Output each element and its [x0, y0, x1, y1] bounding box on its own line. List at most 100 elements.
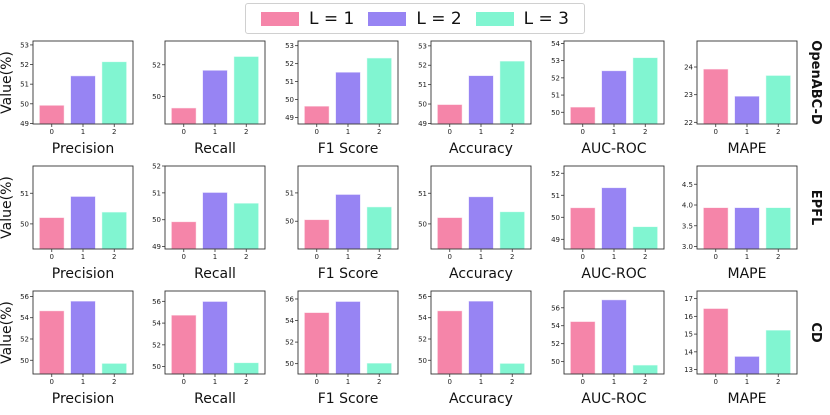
legend-item-l1: L = 1 [260, 9, 354, 29]
legend-item-l2: L = 2 [368, 9, 462, 29]
legend-item-l3: L = 3 [475, 9, 569, 29]
y-tick-label: 4.5 [682, 181, 693, 189]
y-tick-label: 50 [551, 358, 560, 366]
subplot-title: Precision [52, 391, 114, 407]
y-tick-label: 23 [684, 91, 693, 99]
legend: L = 1 L = 2 L = 3 [245, 3, 585, 34]
y-tick-label: 52 [551, 170, 560, 178]
x-tick-label: 1 [745, 378, 749, 386]
bar [468, 75, 494, 125]
y-tick-label: 54 [285, 317, 294, 325]
y-tick-label: 50 [551, 109, 560, 117]
x-tick-label: 2 [112, 253, 116, 261]
bar [101, 362, 128, 375]
subplot-openabc-d-recall: 50 52 0 1 2 Recall [152, 40, 266, 157]
x-tick-label: 2 [510, 378, 514, 386]
subplot-openabc-d-mape: 22 23 24 0 1 2 MAPE [684, 40, 798, 157]
x-tick-label: 2 [643, 128, 647, 136]
bar [601, 70, 627, 125]
bar [569, 106, 596, 125]
y-tick-label: 52 [152, 163, 161, 171]
y-tick-label: 50 [418, 101, 427, 109]
y-tick-label: 52 [20, 61, 29, 69]
x-tick-label: 2 [112, 128, 116, 136]
x-tick-label: 1 [612, 378, 616, 386]
subplot-title: F1 Score [318, 266, 379, 282]
subplot-cd-f1-score: 50 52 54 56 0 1 2 F1 Score [285, 290, 399, 407]
bar [436, 216, 463, 250]
legend-swatch [475, 11, 514, 26]
y-tick-label: 22 [684, 119, 693, 127]
subplot-title: Precision [52, 141, 114, 157]
bar [38, 104, 65, 125]
y-tick-label: 15 [684, 331, 693, 339]
y-tick-label: 54 [20, 314, 29, 322]
y-tick-label: 56 [418, 293, 427, 301]
bar [499, 60, 526, 125]
y-tick-label: 50 [418, 357, 427, 365]
x-tick-label: 1 [612, 253, 616, 261]
y-tick-label: 54 [418, 314, 427, 322]
subplot-openabc-d-auc-roc: 50 51 52 53 54 0 1 2 AUC-ROC [551, 40, 665, 157]
y-tick-label: 53 [20, 41, 29, 49]
x-tick-label: 0 [182, 128, 186, 136]
legend-swatch [368, 11, 407, 26]
bar [702, 207, 729, 250]
bar [601, 299, 627, 375]
bar [765, 207, 792, 250]
x-tick-label: 2 [244, 378, 248, 386]
y-tick-label: 52 [418, 335, 427, 343]
x-tick-label: 0 [448, 128, 452, 136]
y-tick-label: 50 [152, 363, 161, 371]
y-tick-label: 50 [418, 220, 427, 228]
bar [335, 300, 361, 375]
x-tick-label: 1 [745, 253, 749, 261]
bar [170, 221, 197, 250]
subplot-cd-mape: 13 14 15 16 17 0 1 2 MAPE [684, 290, 798, 407]
subplot-title: MAPE [728, 141, 767, 157]
y-tick-label: 50 [152, 216, 161, 224]
subplot-openabc-d-precision: 49 50 51 52 53 0 1 2 Precision [20, 40, 134, 157]
y-tick-label: 52 [152, 341, 161, 349]
bar [499, 362, 526, 375]
y-tick-label: 53 [551, 57, 560, 65]
subplot-cd-recall: 50 52 54 56 0 1 2 Recall [152, 290, 266, 407]
y-axis-label: Value(%) [0, 301, 15, 364]
x-tick-label: 1 [346, 128, 350, 136]
y-tick-label: 56 [20, 293, 29, 301]
x-tick-label: 0 [581, 253, 585, 261]
x-tick-label: 2 [244, 253, 248, 261]
x-tick-label: 0 [50, 253, 54, 261]
y-axis-label: Value(%) [0, 51, 15, 114]
bar [569, 320, 596, 375]
bar [632, 57, 659, 125]
bar [702, 307, 729, 375]
subplot-title: AUC-ROC [581, 266, 646, 282]
x-tick-label: 1 [81, 378, 85, 386]
subplot-openabc-d-accuracy: 49 50 51 52 53 0 1 2 Accuracy [418, 40, 532, 157]
x-tick-label: 0 [315, 253, 319, 261]
y-tick-label: 49 [152, 243, 161, 251]
y-tick-label: 50 [285, 360, 294, 368]
x-tick-label: 0 [581, 378, 585, 386]
x-tick-label: 0 [714, 253, 718, 261]
y-tick-label: 50 [20, 357, 29, 365]
y-tick-label: 52 [551, 340, 560, 348]
x-tick-label: 0 [581, 128, 585, 136]
x-tick-label: 0 [50, 378, 54, 386]
y-tick-label: 24 [684, 64, 693, 72]
x-tick-label: 0 [50, 128, 54, 136]
bar [436, 310, 463, 375]
y-tick-label: 53 [418, 42, 427, 50]
subplot-openabc-d-f1-score: 49 50 51 52 53 0 1 2 F1 Score [285, 40, 399, 157]
bar [303, 311, 330, 375]
x-tick-label: 2 [377, 378, 381, 386]
subplot-title: F1 Score [318, 391, 379, 407]
y-tick-label: 50 [551, 214, 560, 222]
y-tick-label: 51 [551, 92, 560, 100]
x-tick-label: 1 [612, 128, 616, 136]
y-tick-label: 51 [285, 78, 294, 86]
x-tick-label: 1 [479, 253, 483, 261]
bar [436, 103, 463, 125]
